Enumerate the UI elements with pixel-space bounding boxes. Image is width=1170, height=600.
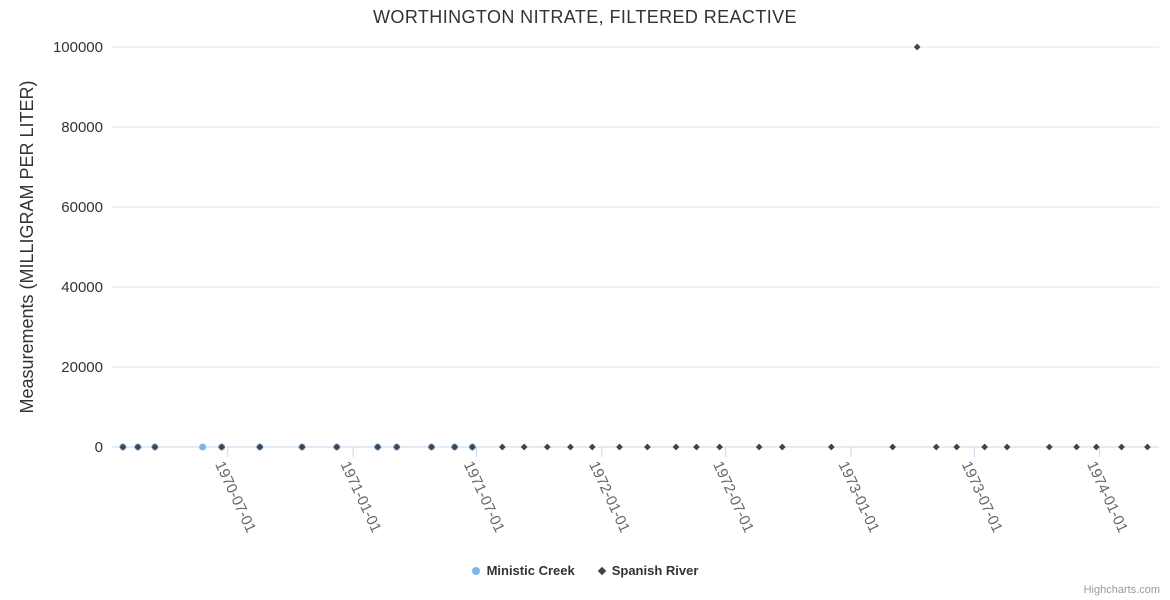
data-point-spanish-river[interactable] xyxy=(981,443,989,451)
data-point-spanish-river[interactable] xyxy=(932,443,940,451)
data-point-spanish-river[interactable] xyxy=(520,443,528,451)
data-point-spanish-river[interactable] xyxy=(1144,443,1151,451)
circle-marker-icon xyxy=(471,566,480,575)
data-point-spanish-river[interactable] xyxy=(543,443,551,451)
data-point-spanish-river[interactable] xyxy=(333,443,341,451)
x-axis-label: 1973-07-01 xyxy=(958,459,1006,536)
x-axis-label: 1972-01-01 xyxy=(585,459,633,536)
data-point-spanish-river[interactable] xyxy=(755,443,763,451)
data-point-spanish-river[interactable] xyxy=(567,443,574,451)
data-point-spanish-river[interactable] xyxy=(716,443,724,451)
data-point-spanish-river[interactable] xyxy=(588,443,596,451)
data-point-spanish-river[interactable] xyxy=(134,443,142,451)
y-axis-title: Measurements (MILLIGRAM PER LITER) xyxy=(17,80,37,413)
legend-label-spanish-river: Spanish River xyxy=(611,563,699,578)
data-point-spanish-river[interactable] xyxy=(374,443,382,451)
x-axis-label: 1971-01-01 xyxy=(337,459,385,536)
data-point-spanish-river[interactable] xyxy=(218,443,226,451)
data-point-spanish-river[interactable] xyxy=(256,443,264,451)
data-point-spanish-river[interactable] xyxy=(298,443,306,451)
data-point-spanish-river[interactable] xyxy=(913,43,921,51)
data-point-spanish-river[interactable] xyxy=(451,443,459,451)
x-axis-label: 1973-01-01 xyxy=(835,459,883,536)
diamond-marker-icon xyxy=(597,566,606,575)
data-point-spanish-river[interactable] xyxy=(119,443,127,451)
x-axis-label: 1971-07-01 xyxy=(460,459,508,536)
chart-title: WORTHINGTON NITRATE, FILTERED REACTIVE xyxy=(373,7,797,27)
highcharts-credits-link[interactable]: Highcharts.com xyxy=(1083,584,1160,596)
data-point-spanish-river[interactable] xyxy=(498,443,506,451)
legend-item-ministic-creek[interactable]: Ministic Creek xyxy=(471,563,575,578)
data-point-spanish-river[interactable] xyxy=(1092,443,1100,451)
data-point-spanish-river[interactable] xyxy=(889,443,897,451)
data-point-spanish-river[interactable] xyxy=(468,443,476,451)
legend: Ministic Creek Spanish River xyxy=(0,563,1170,578)
data-point-spanish-river[interactable] xyxy=(644,443,651,451)
data-point-spanish-river[interactable] xyxy=(1118,443,1125,451)
data-point-spanish-river[interactable] xyxy=(393,443,401,451)
y-axis-label: 20000 xyxy=(61,359,103,376)
data-point-spanish-river[interactable] xyxy=(1073,443,1080,451)
data-point-spanish-river[interactable] xyxy=(672,443,680,451)
data-point-spanish-river[interactable] xyxy=(1003,443,1011,451)
x-axis-label: 1972-07-01 xyxy=(709,459,757,536)
data-point-ministic-creek[interactable] xyxy=(199,443,207,451)
data-point-spanish-river[interactable] xyxy=(827,443,835,451)
data-point-spanish-river[interactable] xyxy=(151,443,159,451)
data-point-spanish-river[interactable] xyxy=(778,443,786,451)
data-point-spanish-river[interactable] xyxy=(693,443,700,451)
y-axis-label: 80000 xyxy=(61,119,103,136)
data-point-spanish-river[interactable] xyxy=(616,443,623,451)
legend-item-spanish-river[interactable]: Spanish River xyxy=(597,563,699,578)
y-axis-label: 40000 xyxy=(61,279,103,296)
x-axis-label: 1974-01-01 xyxy=(1083,459,1131,536)
data-point-spanish-river[interactable] xyxy=(428,443,435,451)
data-point-spanish-river[interactable] xyxy=(1045,443,1053,451)
y-axis-label: 0 xyxy=(95,439,103,456)
data-point-spanish-river[interactable] xyxy=(953,443,961,451)
y-axis-label: 100000 xyxy=(53,39,103,56)
x-axis-label: 1970-07-01 xyxy=(211,459,259,536)
legend-label-ministic-creek: Ministic Creek xyxy=(486,563,575,578)
y-axis-label: 60000 xyxy=(61,199,103,216)
